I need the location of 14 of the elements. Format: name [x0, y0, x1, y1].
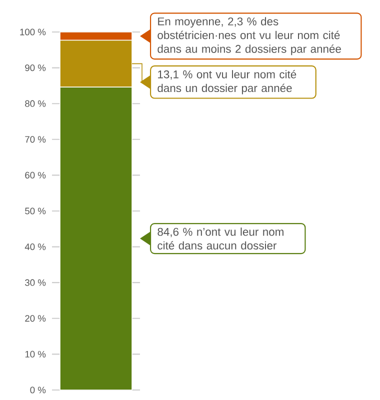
y-tick-label: 20 %	[25, 315, 46, 322]
y-tick-label: 100 %	[20, 28, 46, 36]
y-tick-label: 60 %	[25, 172, 46, 178]
y-tick-label: 10 %	[25, 350, 46, 358]
y-tick-label: 0 %	[30, 386, 46, 394]
y-tick-label: 80 %	[25, 100, 46, 107]
y-tick-label: 70 %	[25, 136, 46, 143]
y-tick-label: 90 %	[25, 64, 46, 72]
y-tick-label: 50 %	[25, 208, 46, 214]
y-tick-label: 30 %	[25, 279, 46, 286]
text: En moyenne, 2,3 % des obstétricien·nes ont vu leur nom cité dans au moins 2 dossiers par année	[158, 17, 341, 56]
text: 13,1 % ont vu leur nom cité dans un dossier par année	[158, 70, 296, 94]
y-tick-label: 40 %	[24, 244, 46, 250]
text: 84,6 % n’ont vu leur nom cité dans aucun dossier	[158, 228, 284, 250]
